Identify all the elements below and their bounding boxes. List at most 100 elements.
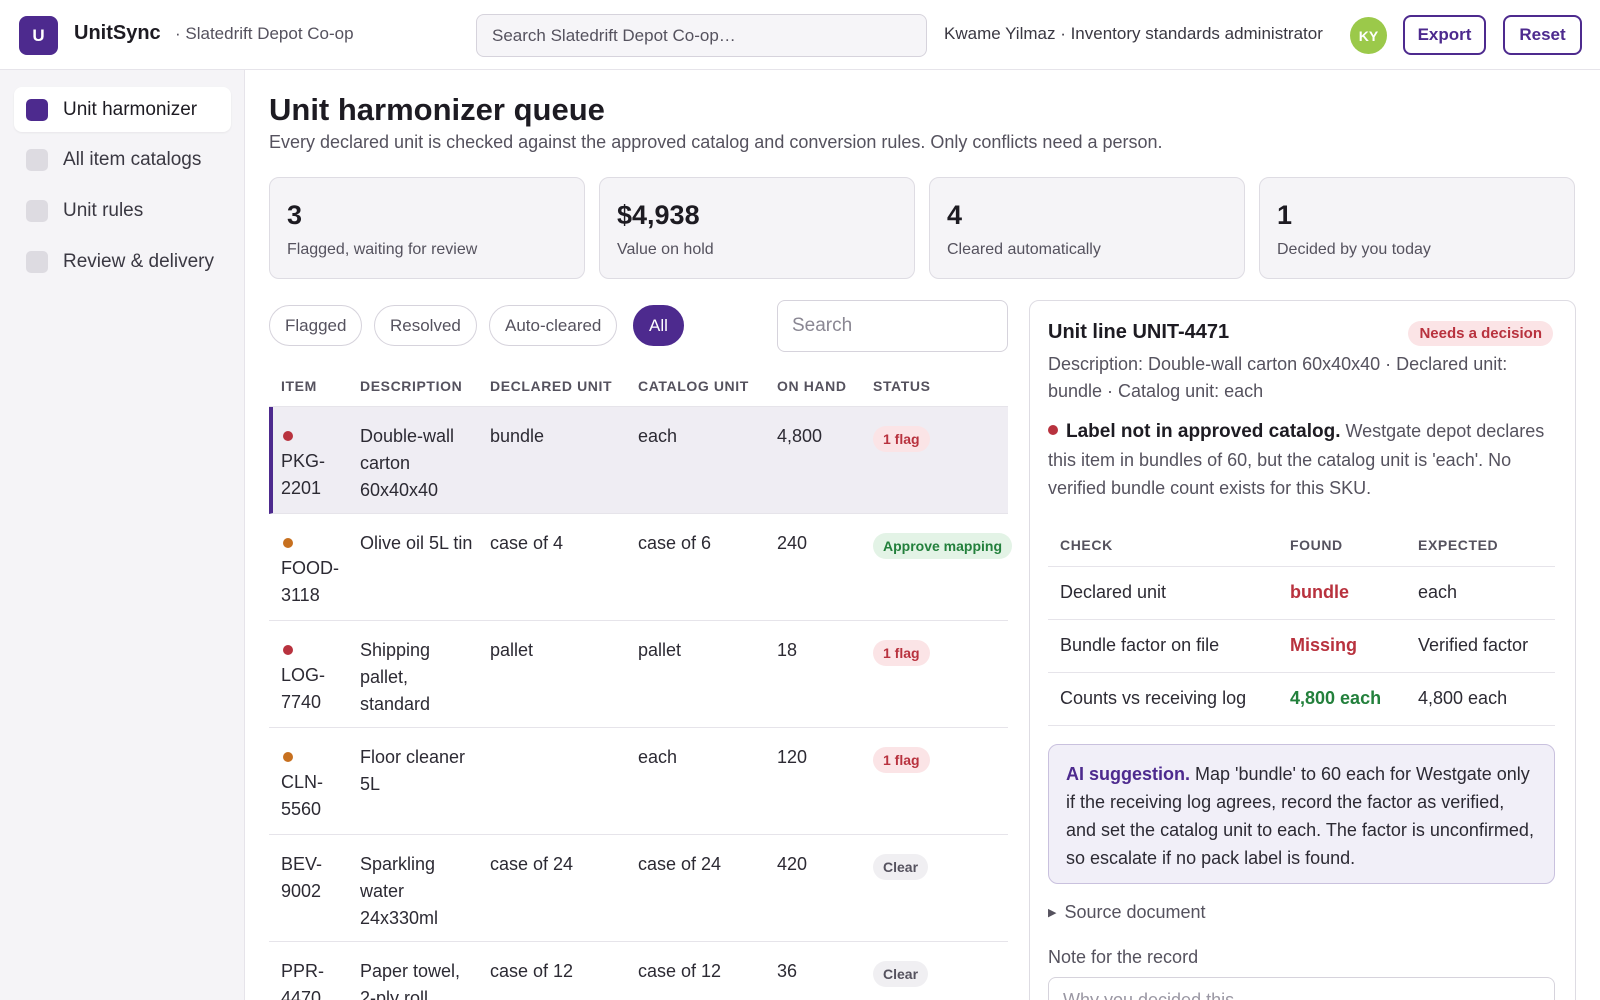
description-cell: Paper towel, 2-ply roll <box>360 961 461 1000</box>
catalog-unit-cell: pallet <box>638 640 682 660</box>
stat-card-flagged: 3 Flagged, waiting for review <box>269 177 585 279</box>
stat-label: Decided by you today <box>1277 241 1431 258</box>
stat-card-value-on-hold: $4,938 Value on hold <box>599 177 915 279</box>
on-hand-cell: 18 <box>777 640 798 660</box>
description-cell: Sparkling water 24x330ml <box>360 854 439 928</box>
column-header-status[interactable]: STATUS <box>873 378 931 394</box>
check-table-header: CHECK FOUND EXPECTED <box>1048 523 1555 567</box>
description-cell: Shipping pallet, standard <box>360 640 431 714</box>
sidebar-item-unit-rules[interactable]: Unit rules <box>14 188 231 233</box>
sidebar: Unit harmonizer All item catalogs Unit r… <box>0 70 245 1000</box>
check-name: Declared unit <box>1060 582 1167 602</box>
check-row: Declared unit bundle each <box>1048 567 1555 620</box>
stat-value: $4,938 <box>617 200 700 230</box>
item-cell: PPR-4470 <box>281 961 325 1000</box>
table-row[interactable]: PKG-2201 Double-wall carton 60x40x40 bun… <box>269 407 1008 514</box>
review-icon <box>26 250 48 273</box>
column-header-item[interactable]: ITEM <box>281 378 317 394</box>
stat-value: 4 <box>947 200 963 230</box>
finding: Label not in approved catalog. Westgate … <box>1048 417 1558 502</box>
table-row[interactable]: FOOD-3118 Olive oil 5L tin case of 4 cas… <box>269 514 1013 621</box>
catalog-unit-cell: case of 24 <box>638 854 722 874</box>
check-row: Counts vs receiving log 4,800 each 4,800… <box>1048 673 1555 726</box>
table-row[interactable]: PPR-4470 Paper towel, 2-ply roll case of… <box>269 942 1008 1000</box>
sidebar-item-label: Review & delivery <box>63 250 214 272</box>
status-badge: Clear <box>873 961 929 987</box>
detail-description: Description: Double-wall carton 60x40x40… <box>1048 354 1508 401</box>
item-cell: PKG-2201 <box>281 423 351 502</box>
page-title: Unit harmonizer queue <box>269 92 605 127</box>
declared-unit-cell: case of 12 <box>490 961 574 981</box>
source-document-toggle[interactable]: ▶ Source document <box>1048 902 1206 923</box>
column-header-found: FOUND <box>1290 537 1343 553</box>
column-header-expected: EXPECTED <box>1418 537 1499 553</box>
sidebar-item-all-item-catalogs[interactable]: All item catalogs <box>14 137 231 182</box>
column-header-declared-unit[interactable]: DECLARED UNIT <box>490 378 613 394</box>
export-button[interactable]: Export <box>1403 15 1486 55</box>
top-bar: U UnitSync · Slatedrift Depot Co-op Kwam… <box>0 0 1600 70</box>
item-code: LOG-7740 <box>281 665 326 712</box>
catalogs-icon <box>26 148 48 171</box>
unit-harmonizer-icon <box>26 98 48 121</box>
declared-unit-cell: case of 4 <box>490 533 564 553</box>
item-cell: LOG-7740 <box>281 637 351 716</box>
page-subtitle: Every declared unit is checked against t… <box>269 132 1163 152</box>
triangle-right-icon: ▶ <box>1048 907 1057 919</box>
filter-auto-cleared[interactable]: Auto-cleared <box>489 305 618 346</box>
check-expected: each <box>1418 582 1458 602</box>
app-logo: U <box>19 16 58 55</box>
catalog-unit-cell: case of 6 <box>638 533 712 553</box>
column-header-catalog-unit[interactable]: CATALOG UNIT <box>638 378 749 394</box>
column-header-check: CHECK <box>1060 537 1113 553</box>
avatar[interactable]: KY <box>1350 17 1387 54</box>
sidebar-item-label: Unit harmonizer <box>63 98 198 120</box>
ai-suggestion: AI suggestion. Map 'bundle' to 60 each f… <box>1048 744 1555 884</box>
stat-card-decided: 1 Decided by you today <box>1259 177 1575 279</box>
status-badge: 1 flag <box>873 747 930 773</box>
sidebar-item-review-delivery[interactable]: Review & delivery <box>14 239 231 284</box>
description-cell: Floor cleaner 5L <box>360 747 466 794</box>
flag-dot-icon <box>1048 425 1058 435</box>
sidebar-item-unit-harmonizer[interactable]: Unit harmonizer <box>14 87 231 132</box>
filter-resolved[interactable]: Resolved <box>374 305 477 346</box>
declared-unit-cell: bundle <box>490 426 545 446</box>
check-found: bundle <box>1290 582 1349 602</box>
check-table: CHECK FOUND EXPECTED Declared unit bundl… <box>1048 523 1555 726</box>
stat-value: 3 <box>287 200 303 230</box>
column-header-description[interactable]: DESCRIPTION <box>360 378 463 394</box>
org-name: · Slatedrift Depot Co-op <box>175 24 354 43</box>
sidebar-item-label: Unit rules <box>63 199 144 221</box>
check-expected: Verified factor <box>1418 635 1529 655</box>
description-cell: Double-wall carton 60x40x40 <box>360 426 455 500</box>
check-expected: 4,800 each <box>1418 688 1508 708</box>
filter-all[interactable]: All <box>633 305 684 346</box>
check-row: Bundle factor on file Missing Verified f… <box>1048 620 1555 673</box>
status-badge[interactable]: Approve mapping <box>873 533 1013 559</box>
item-code: FOOD-3118 <box>281 558 339 605</box>
status-badge: 1 flag <box>873 640 930 666</box>
table-row[interactable]: CLN-5560 Floor cleaner 5L each 120 1 fla… <box>269 728 1008 835</box>
on-hand-cell: 120 <box>777 747 808 767</box>
column-header-on-hand[interactable]: ON HAND <box>777 378 847 394</box>
app-name: UnitSync <box>74 22 161 44</box>
status-badge: 1 flag <box>873 426 930 452</box>
table-row[interactable]: BEV-9002 Sparkling water 24x330ml case o… <box>269 835 1008 942</box>
table-search-input[interactable] <box>777 300 1008 352</box>
table-row[interactable]: LOG-7740 Shipping pallet, standard palle… <box>269 621 1008 728</box>
description-cell: Olive oil 5L tin <box>360 533 473 553</box>
detail-panel: Unit line UNIT-4471 Needs a decision Des… <box>1029 300 1576 1000</box>
status-cell: Clear <box>873 853 929 880</box>
warning-dot-icon <box>283 752 293 762</box>
on-hand-cell: 36 <box>777 961 798 981</box>
filter-flagged[interactable]: Flagged <box>269 305 363 346</box>
status-cell: Clear <box>873 960 929 987</box>
global-search-input[interactable] <box>476 14 927 57</box>
flag-dot-icon <box>283 645 293 655</box>
stat-label: Cleared automatically <box>947 241 1101 258</box>
reset-button[interactable]: Reset <box>1503 15 1582 55</box>
ai-suggestion-text: Map 'bundle' to 60 each for Westgate onl… <box>1066 764 1534 868</box>
declared-unit-cell: case of 24 <box>490 854 574 874</box>
source-document-label: Source document <box>1064 902 1206 922</box>
note-input[interactable] <box>1048 977 1555 1000</box>
catalog-unit-cell: each <box>638 747 678 767</box>
